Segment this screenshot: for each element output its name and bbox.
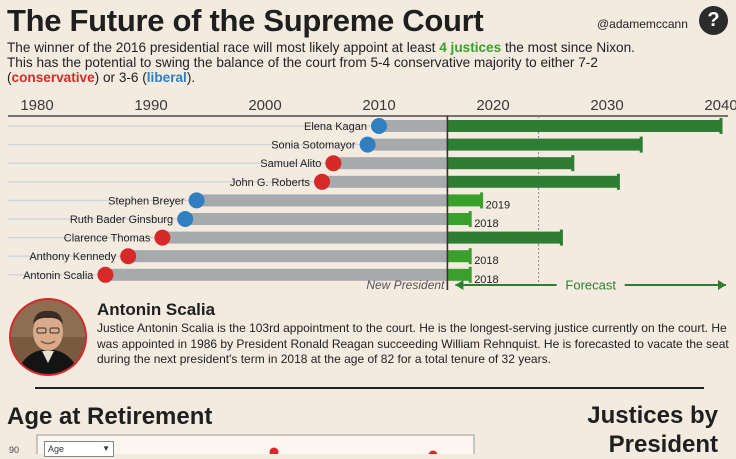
served-bar[interactable] <box>322 175 448 188</box>
justice-name-label[interactable]: Antonin Scalia <box>23 270 94 282</box>
intro-text-part: ) or 3-6 ( <box>94 70 147 85</box>
served-bar[interactable] <box>367 138 448 151</box>
justice-name-label[interactable]: John G. Roberts <box>230 177 311 189</box>
appointment-dot[interactable] <box>359 136 376 153</box>
justice-name-label[interactable]: Elena Kagan <box>304 121 367 133</box>
x-tick-label: 2030 <box>590 97 623 114</box>
intro-text-part: The winner of the 2016 presidential race… <box>7 40 440 55</box>
justice-name-label[interactable]: Sonia Sotomayor <box>271 140 356 152</box>
forecast-label-background <box>556 277 625 293</box>
x-tick-label: 1980 <box>20 97 53 114</box>
forecast-end-year-label: 2018 <box>474 255 498 267</box>
x-tick-label: 2010 <box>362 97 395 114</box>
x-tick-label: 2020 <box>476 97 509 114</box>
forecast-bar[interactable] <box>447 268 471 281</box>
forecast-end-year-label: 2019 <box>486 199 510 211</box>
x-tick-label: 1990 <box>134 97 167 114</box>
age-chart-point[interactable] <box>428 450 438 455</box>
intro-text-part: This has the potential to swing the bala… <box>7 55 598 70</box>
served-bar[interactable] <box>185 213 448 225</box>
justices-count-highlight: 4 justices <box>439 40 502 55</box>
intro-text: The winner of the 2016 presidential race… <box>7 40 727 85</box>
forecast-end-cap <box>571 155 575 172</box>
intro-text-part: ( <box>7 70 12 85</box>
forecast-arrow-left-head <box>455 280 464 290</box>
forecast-end-cap <box>468 248 472 265</box>
appointment-dot[interactable] <box>314 173 330 190</box>
chevron-down-icon: ▼ <box>102 444 110 453</box>
forecast-end-cap <box>468 266 472 283</box>
age-axis-tick: 90 <box>9 445 20 455</box>
justices-by-president-title: Justices by President <box>560 401 718 459</box>
forecast-bar[interactable] <box>447 231 562 244</box>
justice-name-label[interactable]: Stephen Breyer <box>108 195 185 207</box>
forecast-bar[interactable] <box>447 157 573 170</box>
forecast-end-cap <box>480 192 484 209</box>
conservative-highlight: conservative <box>11 70 95 85</box>
served-bar[interactable] <box>105 268 448 281</box>
age-metric-select-value: Age <box>48 444 65 454</box>
intro-text-part: ). <box>186 70 196 85</box>
author-handle[interactable]: @adamemccann <box>597 17 688 31</box>
forecast-bar[interactable] <box>447 175 619 188</box>
appointment-dot[interactable] <box>120 248 137 265</box>
appointment-dot[interactable] <box>325 155 342 172</box>
forecast-bar[interactable] <box>447 120 721 132</box>
x-tick-label: 2040 <box>704 97 736 114</box>
justice-name-label[interactable]: Samuel Alito <box>260 158 321 170</box>
served-bar[interactable] <box>162 231 448 244</box>
justice-portrait <box>9 298 87 376</box>
forecast-end-year-label: 2018 <box>474 274 498 286</box>
justice-name-label[interactable]: Ruth Bader Ginsburg <box>70 214 173 226</box>
selected-justice-bio: Justice Antonin Scalia is the 103rd appo… <box>97 321 729 366</box>
section-divider <box>35 387 704 389</box>
forecast-end-cap <box>719 118 723 134</box>
help-icon[interactable]: ? <box>699 6 728 35</box>
appointment-dot[interactable] <box>97 266 114 283</box>
forecast-end-cap <box>559 229 563 246</box>
served-bar[interactable] <box>128 250 448 263</box>
justices-by-president-title-line: Justices by <box>587 402 718 429</box>
served-bar[interactable] <box>379 120 448 132</box>
forecast-end-cap <box>639 136 643 153</box>
x-tick-label: 2000 <box>248 97 281 114</box>
forecast-bar[interactable] <box>447 213 471 225</box>
served-bar[interactable] <box>333 157 448 170</box>
forecast-bar[interactable] <box>447 138 642 151</box>
forecast-bar[interactable] <box>447 194 482 207</box>
intro-text-part: the most since Nixon. <box>501 40 635 55</box>
forecast-arrow-right-head <box>718 280 726 290</box>
justice-name-label[interactable]: Clarence Thomas <box>64 233 151 245</box>
forecast-bar[interactable] <box>447 250 471 263</box>
liberal-highlight: liberal <box>146 70 187 85</box>
justice-timeline-chart: 1980 1990 2000 2010 2020 2030 2040 Elena Kagan S… <box>8 97 736 293</box>
age-at-retirement-title: Age at Retirement <box>7 403 213 430</box>
appointment-dot[interactable] <box>154 229 171 246</box>
selected-justice-name: Antonin Scalia <box>97 300 216 319</box>
forecast-label: Forecast <box>565 278 616 293</box>
served-bar[interactable] <box>196 194 448 207</box>
appointment-dot[interactable] <box>177 211 194 227</box>
age-at-retirement-chart <box>36 434 475 455</box>
age-chart-point[interactable] <box>269 447 279 455</box>
forecast-end-cap <box>616 173 620 190</box>
forecast-end-cap <box>468 211 472 227</box>
forecast-end-year-label: 2018 <box>474 218 498 230</box>
age-metric-select[interactable]: Age ▼ <box>44 441 114 457</box>
page-title: The Future of the Supreme Court <box>7 3 484 38</box>
justice-name-label[interactable]: Anthony Kennedy <box>29 251 116 263</box>
new-president-label: New President <box>366 278 445 292</box>
appointment-dot[interactable] <box>371 118 387 134</box>
appointment-dot[interactable] <box>188 192 205 209</box>
